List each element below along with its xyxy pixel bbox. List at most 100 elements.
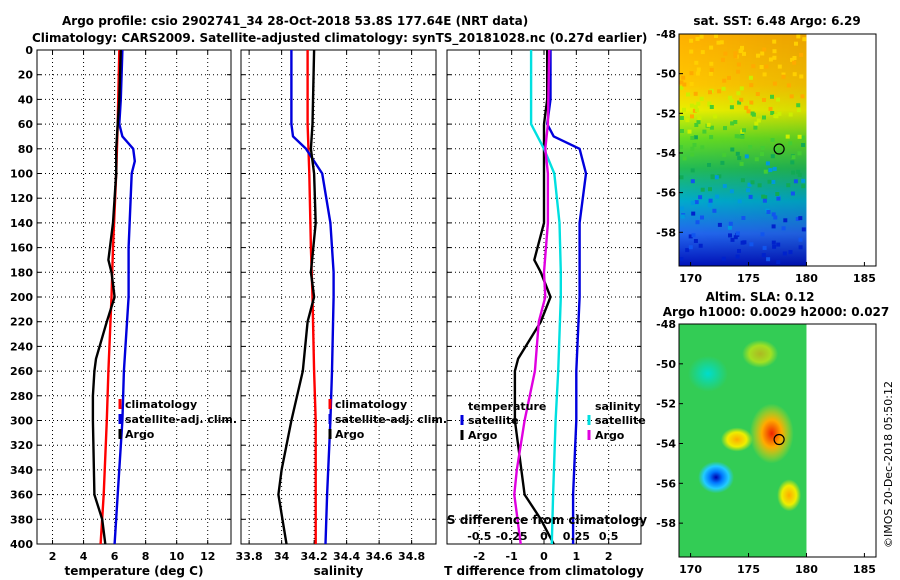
sst-pixel xyxy=(733,51,738,56)
y-tick-label: 260 xyxy=(10,365,33,378)
sst-pixel xyxy=(679,116,684,120)
sst-pixel xyxy=(738,49,743,54)
sst-pixel xyxy=(682,82,687,87)
sst-pixel xyxy=(750,111,755,116)
sst-pixel xyxy=(714,34,718,38)
sst-pixel xyxy=(762,115,766,120)
sst-pixel xyxy=(801,178,806,183)
x-tick-label: 8 xyxy=(142,550,150,563)
sst-pixel xyxy=(694,60,699,65)
y-tick-label: -48 xyxy=(656,318,676,331)
sst-pixel xyxy=(797,172,802,177)
sst-pixel xyxy=(770,138,775,142)
sst-pixel xyxy=(682,156,687,161)
sst-pixel xyxy=(692,108,697,113)
sst-pixel xyxy=(685,248,690,253)
sdiff-tick-label: -0.25 xyxy=(496,530,528,543)
sst-pixel xyxy=(781,74,786,79)
sla_map: 170 175 180 185 -48 -50 -52 -54 -56 -58 Altim. SLA… xyxy=(656,290,889,576)
sst-pixel xyxy=(798,216,803,221)
x-tick-label: 34.4 xyxy=(333,550,360,563)
sst-pixel xyxy=(790,57,795,62)
sst-pixel xyxy=(760,146,765,150)
sst-pixel xyxy=(773,215,778,220)
sst-pixel xyxy=(708,187,712,192)
x-tick-label: 4 xyxy=(80,550,88,563)
sst-pixel xyxy=(698,195,703,200)
sst-pixel xyxy=(682,107,686,112)
y-tick-label: 380 xyxy=(10,513,33,526)
sst-pixel xyxy=(793,179,798,184)
sst-pixel xyxy=(748,194,753,199)
sst-pixel xyxy=(680,214,685,219)
sst-pixel xyxy=(709,125,714,130)
sst-pixel xyxy=(686,92,690,97)
sst-pixel xyxy=(709,135,714,140)
sla-low-eddy xyxy=(698,461,735,494)
sst-pixel xyxy=(800,94,805,99)
sst-pixel xyxy=(693,91,698,96)
legend-label: satellite-adj. clim. xyxy=(125,413,237,426)
sst-pixel xyxy=(695,108,700,113)
sst-pixel xyxy=(729,189,734,194)
sst-pixel xyxy=(694,123,699,127)
y-tick-label: 20 xyxy=(18,69,34,82)
x-tick-label: 2 xyxy=(49,550,57,563)
sst-pixel xyxy=(689,38,694,43)
sst-pixel xyxy=(734,134,739,139)
y-tick-label: 220 xyxy=(10,316,33,329)
sst-pixel xyxy=(710,175,715,180)
sst-pixel xyxy=(767,179,772,184)
sst-pixel xyxy=(777,64,782,69)
sst-pixel xyxy=(764,64,769,69)
y-tick-label: -50 xyxy=(656,358,676,371)
sdiff-axis-title: S difference from climatology xyxy=(447,513,647,527)
sst-pixel xyxy=(733,120,738,124)
x-tick-label: 34.2 xyxy=(301,550,328,563)
sst-pixel xyxy=(747,182,752,187)
sst-pixel xyxy=(749,100,754,105)
salinity-panel: 33.8 34 34.2 34.4 34.6 34.8 salinity climatolog… xyxy=(236,49,447,578)
sst-pixel xyxy=(791,155,796,160)
series-s-satellite xyxy=(529,50,562,545)
sst-pixel xyxy=(723,51,728,56)
legend-label: satellite-adj. clim. xyxy=(335,413,447,426)
sst-pixel xyxy=(794,41,798,46)
series-argo xyxy=(277,49,317,545)
x-tick-label: 34 xyxy=(274,550,290,563)
sst-pixel xyxy=(763,169,768,174)
sst-pixel xyxy=(740,45,744,50)
sst-pixel xyxy=(770,94,774,99)
sst-pixel xyxy=(801,143,806,147)
sst-pixel xyxy=(690,146,695,151)
y-tick-label: 80 xyxy=(18,143,34,156)
sdiff-tick-label: 0.5 xyxy=(599,530,619,543)
sla-warm-patch xyxy=(742,339,779,368)
sst-pixel xyxy=(690,179,695,184)
sst-pixel xyxy=(796,34,801,39)
sst-pixel xyxy=(772,49,777,54)
sst-pixel xyxy=(772,244,777,249)
sst-pixel xyxy=(699,34,704,39)
sst-pixel xyxy=(792,56,797,60)
sst-pixel xyxy=(741,216,746,220)
x-tick-label: 12 xyxy=(200,550,215,563)
sst-pixel xyxy=(776,97,780,102)
sdiff-tick-label: 0.25 xyxy=(563,530,590,543)
sst-pixel xyxy=(762,47,767,52)
sst-pixel xyxy=(762,198,767,203)
legend-label: Argo xyxy=(335,428,365,441)
sst-pixel xyxy=(754,157,759,162)
sst-pixel xyxy=(740,178,745,183)
sla_map-frame xyxy=(678,323,877,558)
sst-pixel xyxy=(755,92,760,96)
sst-pixel xyxy=(696,101,701,106)
sla-title: Altim. SLA: 0.12 xyxy=(706,290,815,304)
sst-pixel xyxy=(689,49,694,54)
sst-pixel xyxy=(690,152,695,157)
sst-pixel xyxy=(748,75,753,80)
sst-pixel xyxy=(728,95,733,100)
sst-pixel xyxy=(717,174,722,179)
sst-pixel xyxy=(735,254,740,259)
sst-pixel xyxy=(696,67,701,72)
